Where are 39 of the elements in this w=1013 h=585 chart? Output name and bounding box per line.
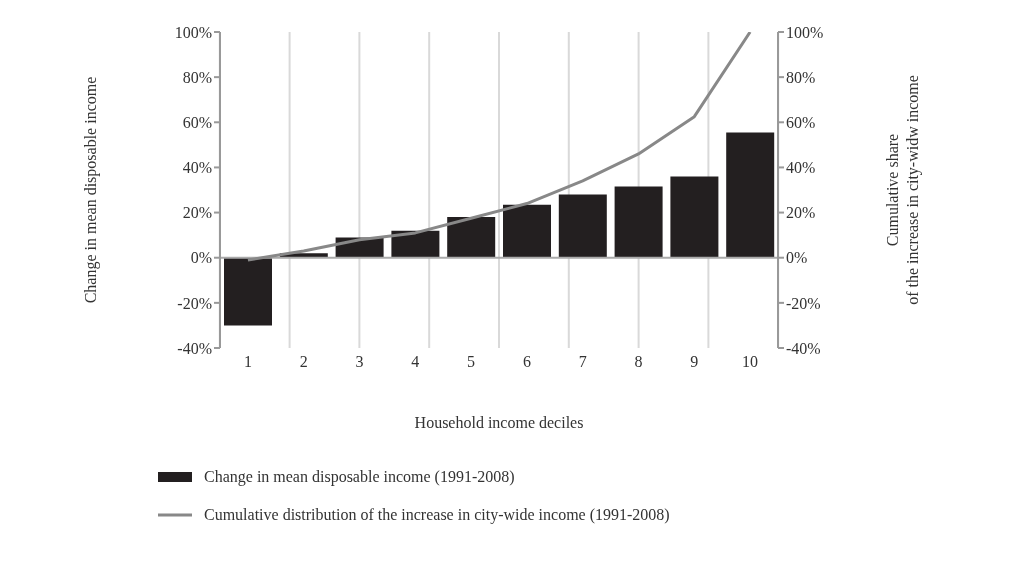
- bar: [726, 132, 775, 258]
- bar: [447, 217, 496, 258]
- y2-tick-label: -40%: [786, 339, 821, 357]
- x-axis-title: Household income deciles: [414, 414, 584, 431]
- bar: [670, 176, 719, 258]
- x-tick-label: 8: [634, 353, 643, 371]
- y-tick-label: -40%: [177, 339, 212, 357]
- y-tick-label: 20%: [182, 204, 212, 222]
- bar: [224, 257, 272, 326]
- y2-tick-label: 0%: [786, 249, 808, 267]
- line-series: [246, 32, 752, 262]
- y-tick-label: 40%: [182, 159, 212, 177]
- x-tick-label: 9: [690, 353, 699, 371]
- x-tick-label: 4: [411, 353, 420, 371]
- y2-tick-label: 40%: [786, 159, 816, 177]
- legend-label: Cumulative distribution of the increase in city-wide income (1991-2008): [204, 506, 670, 524]
- bar: [503, 204, 551, 258]
- x-tick-label: 6: [522, 353, 531, 371]
- y2-tick-label: -20%: [786, 294, 821, 312]
- y-tick-label: 80%: [182, 68, 212, 86]
- bar: [614, 186, 663, 258]
- x-tick-label: 3: [355, 353, 364, 371]
- y2-tick-label: 80%: [786, 68, 816, 86]
- x-tick-label: 7: [578, 353, 587, 371]
- y2-tick-label: 100%: [786, 23, 824, 41]
- y-tick-label: 100%: [174, 23, 212, 41]
- bar: [558, 194, 607, 258]
- x-tick-label: 2: [299, 353, 308, 371]
- y2-tick-label: 20%: [786, 204, 816, 222]
- y-tick-label: -20%: [177, 294, 212, 312]
- x-tick-label: 10: [742, 353, 759, 371]
- x-tick-label: 1: [243, 353, 252, 371]
- legend-label: Change in mean disposable income (1991-2008): [204, 468, 515, 486]
- y-axis-title: Change in mean disposable income: [81, 76, 100, 304]
- x-tick-label: 5: [467, 353, 476, 371]
- y-tick-label: 60%: [182, 113, 212, 131]
- y2-axis-title: Cumulative share of the increase in city-widw income: [884, 75, 922, 305]
- y-tick-label: 0%: [190, 249, 212, 267]
- y2-tick-label: 60%: [786, 113, 816, 131]
